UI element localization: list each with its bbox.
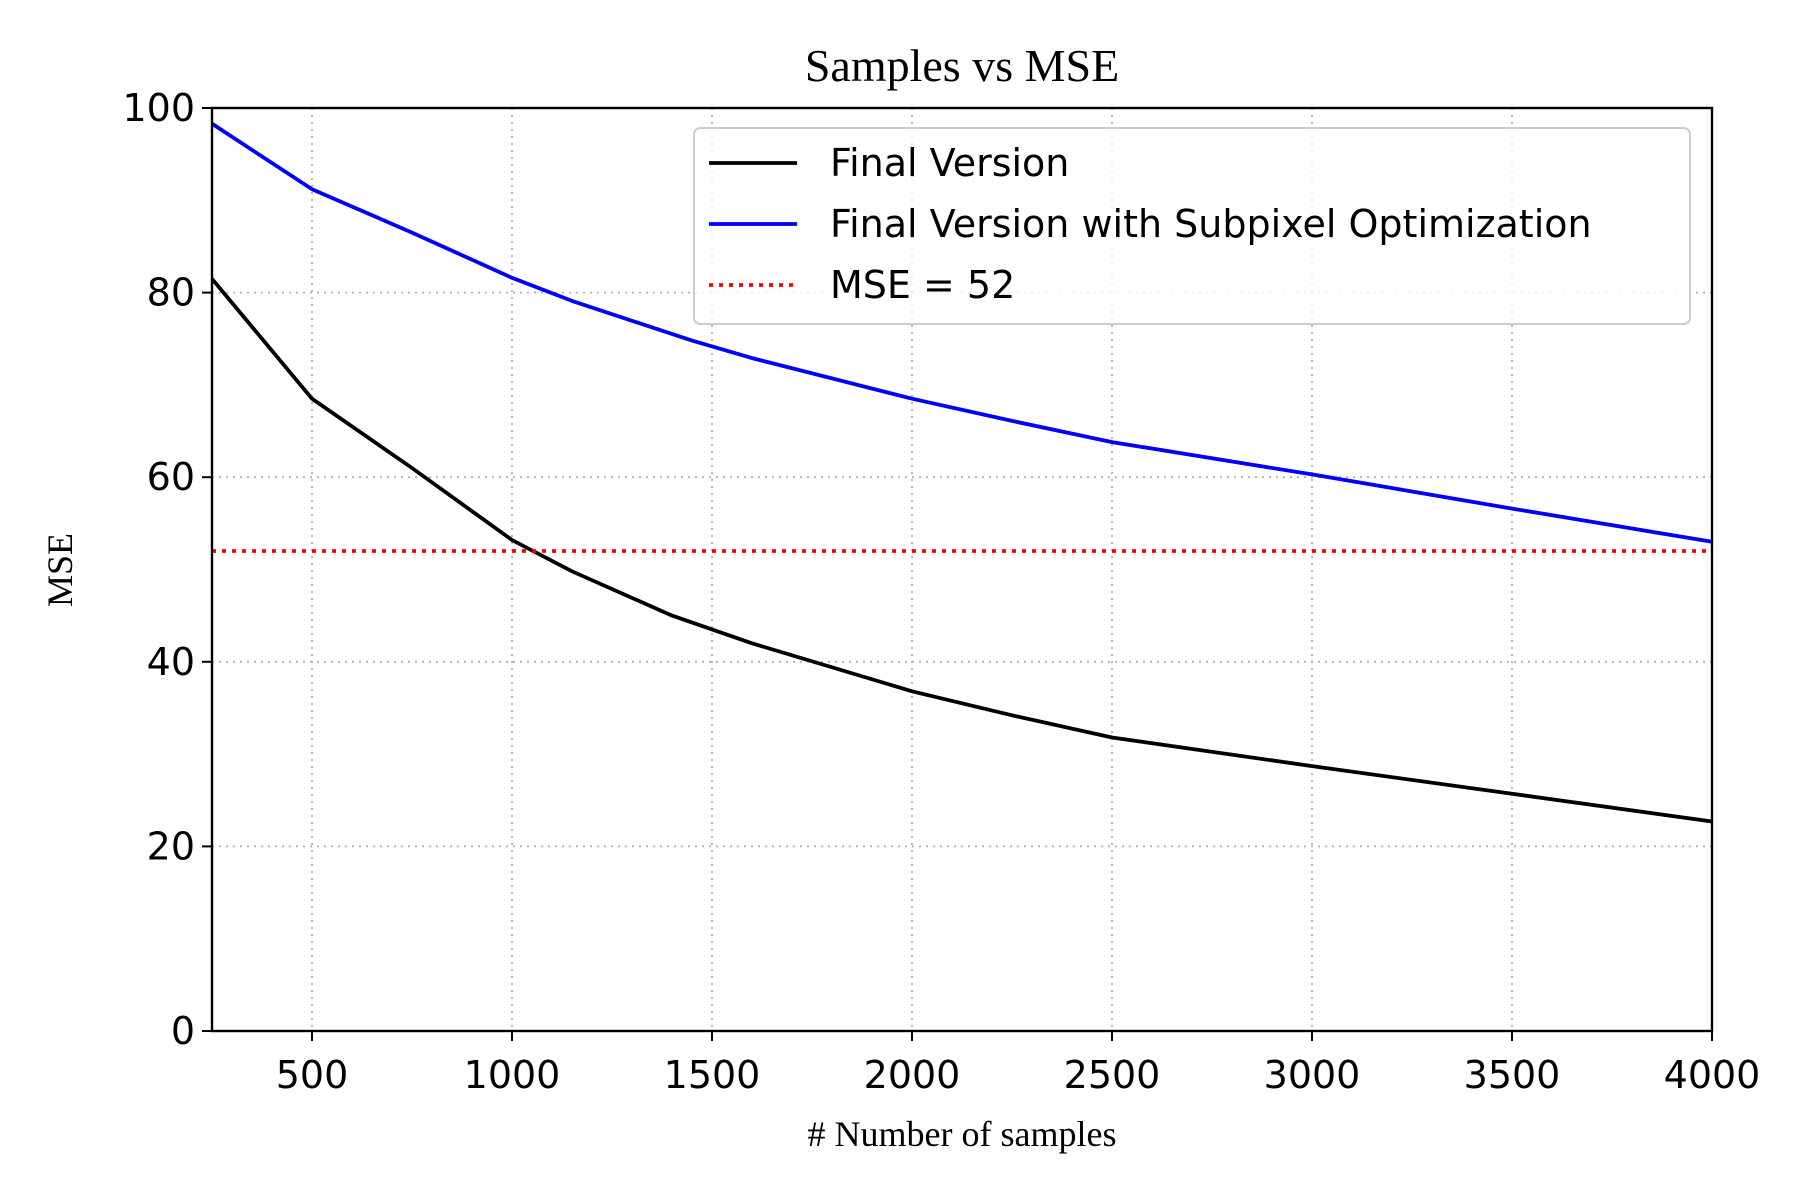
x-tick-label: 1000: [464, 1053, 561, 1097]
y-tick-label: 60: [147, 455, 195, 499]
y-tick-label: 40: [147, 640, 195, 684]
y-tick-label: 0: [171, 1009, 195, 1053]
y-tick-label: 80: [147, 271, 195, 315]
x-tick-label: 500: [276, 1053, 349, 1097]
axis-ticks: [202, 107, 1713, 1041]
y-tick-label: 20: [147, 824, 195, 868]
x-tick-label: 4000: [1664, 1053, 1761, 1097]
x-tick-label: 1500: [664, 1053, 761, 1097]
plot-frame: [210, 106, 1714, 1033]
axis-tick-labels: 500 1000 1500 2000 2500 3000 3500 4000 0 20 40 60 80…: [122, 86, 1760, 1097]
series-lines: [210, 122, 1713, 824]
legend-label-3: MSE = 52: [830, 263, 1015, 307]
y-tick-label: 100: [122, 86, 195, 130]
y-axis-label: MSE: [40, 533, 80, 607]
series-line-2: [210, 122, 1713, 544]
chart-title: Samples vs MSE: [805, 40, 1119, 91]
x-tick-label: 2000: [864, 1053, 961, 1097]
legend-label-1: Final Version: [830, 141, 1069, 185]
legend-box: [693, 127, 1691, 325]
series-line-1: [210, 277, 1713, 824]
legend-label-2: Final Version with Subpixel Optimization: [830, 202, 1592, 246]
legend: Final Version Final Version with Subpixel…: [693, 127, 1691, 325]
x-axis-label: # Number of samples: [808, 1114, 1117, 1154]
x-tick-label: 3000: [1264, 1053, 1361, 1097]
x-tick-label: 3500: [1464, 1053, 1561, 1097]
x-tick-label: 2500: [1064, 1053, 1161, 1097]
